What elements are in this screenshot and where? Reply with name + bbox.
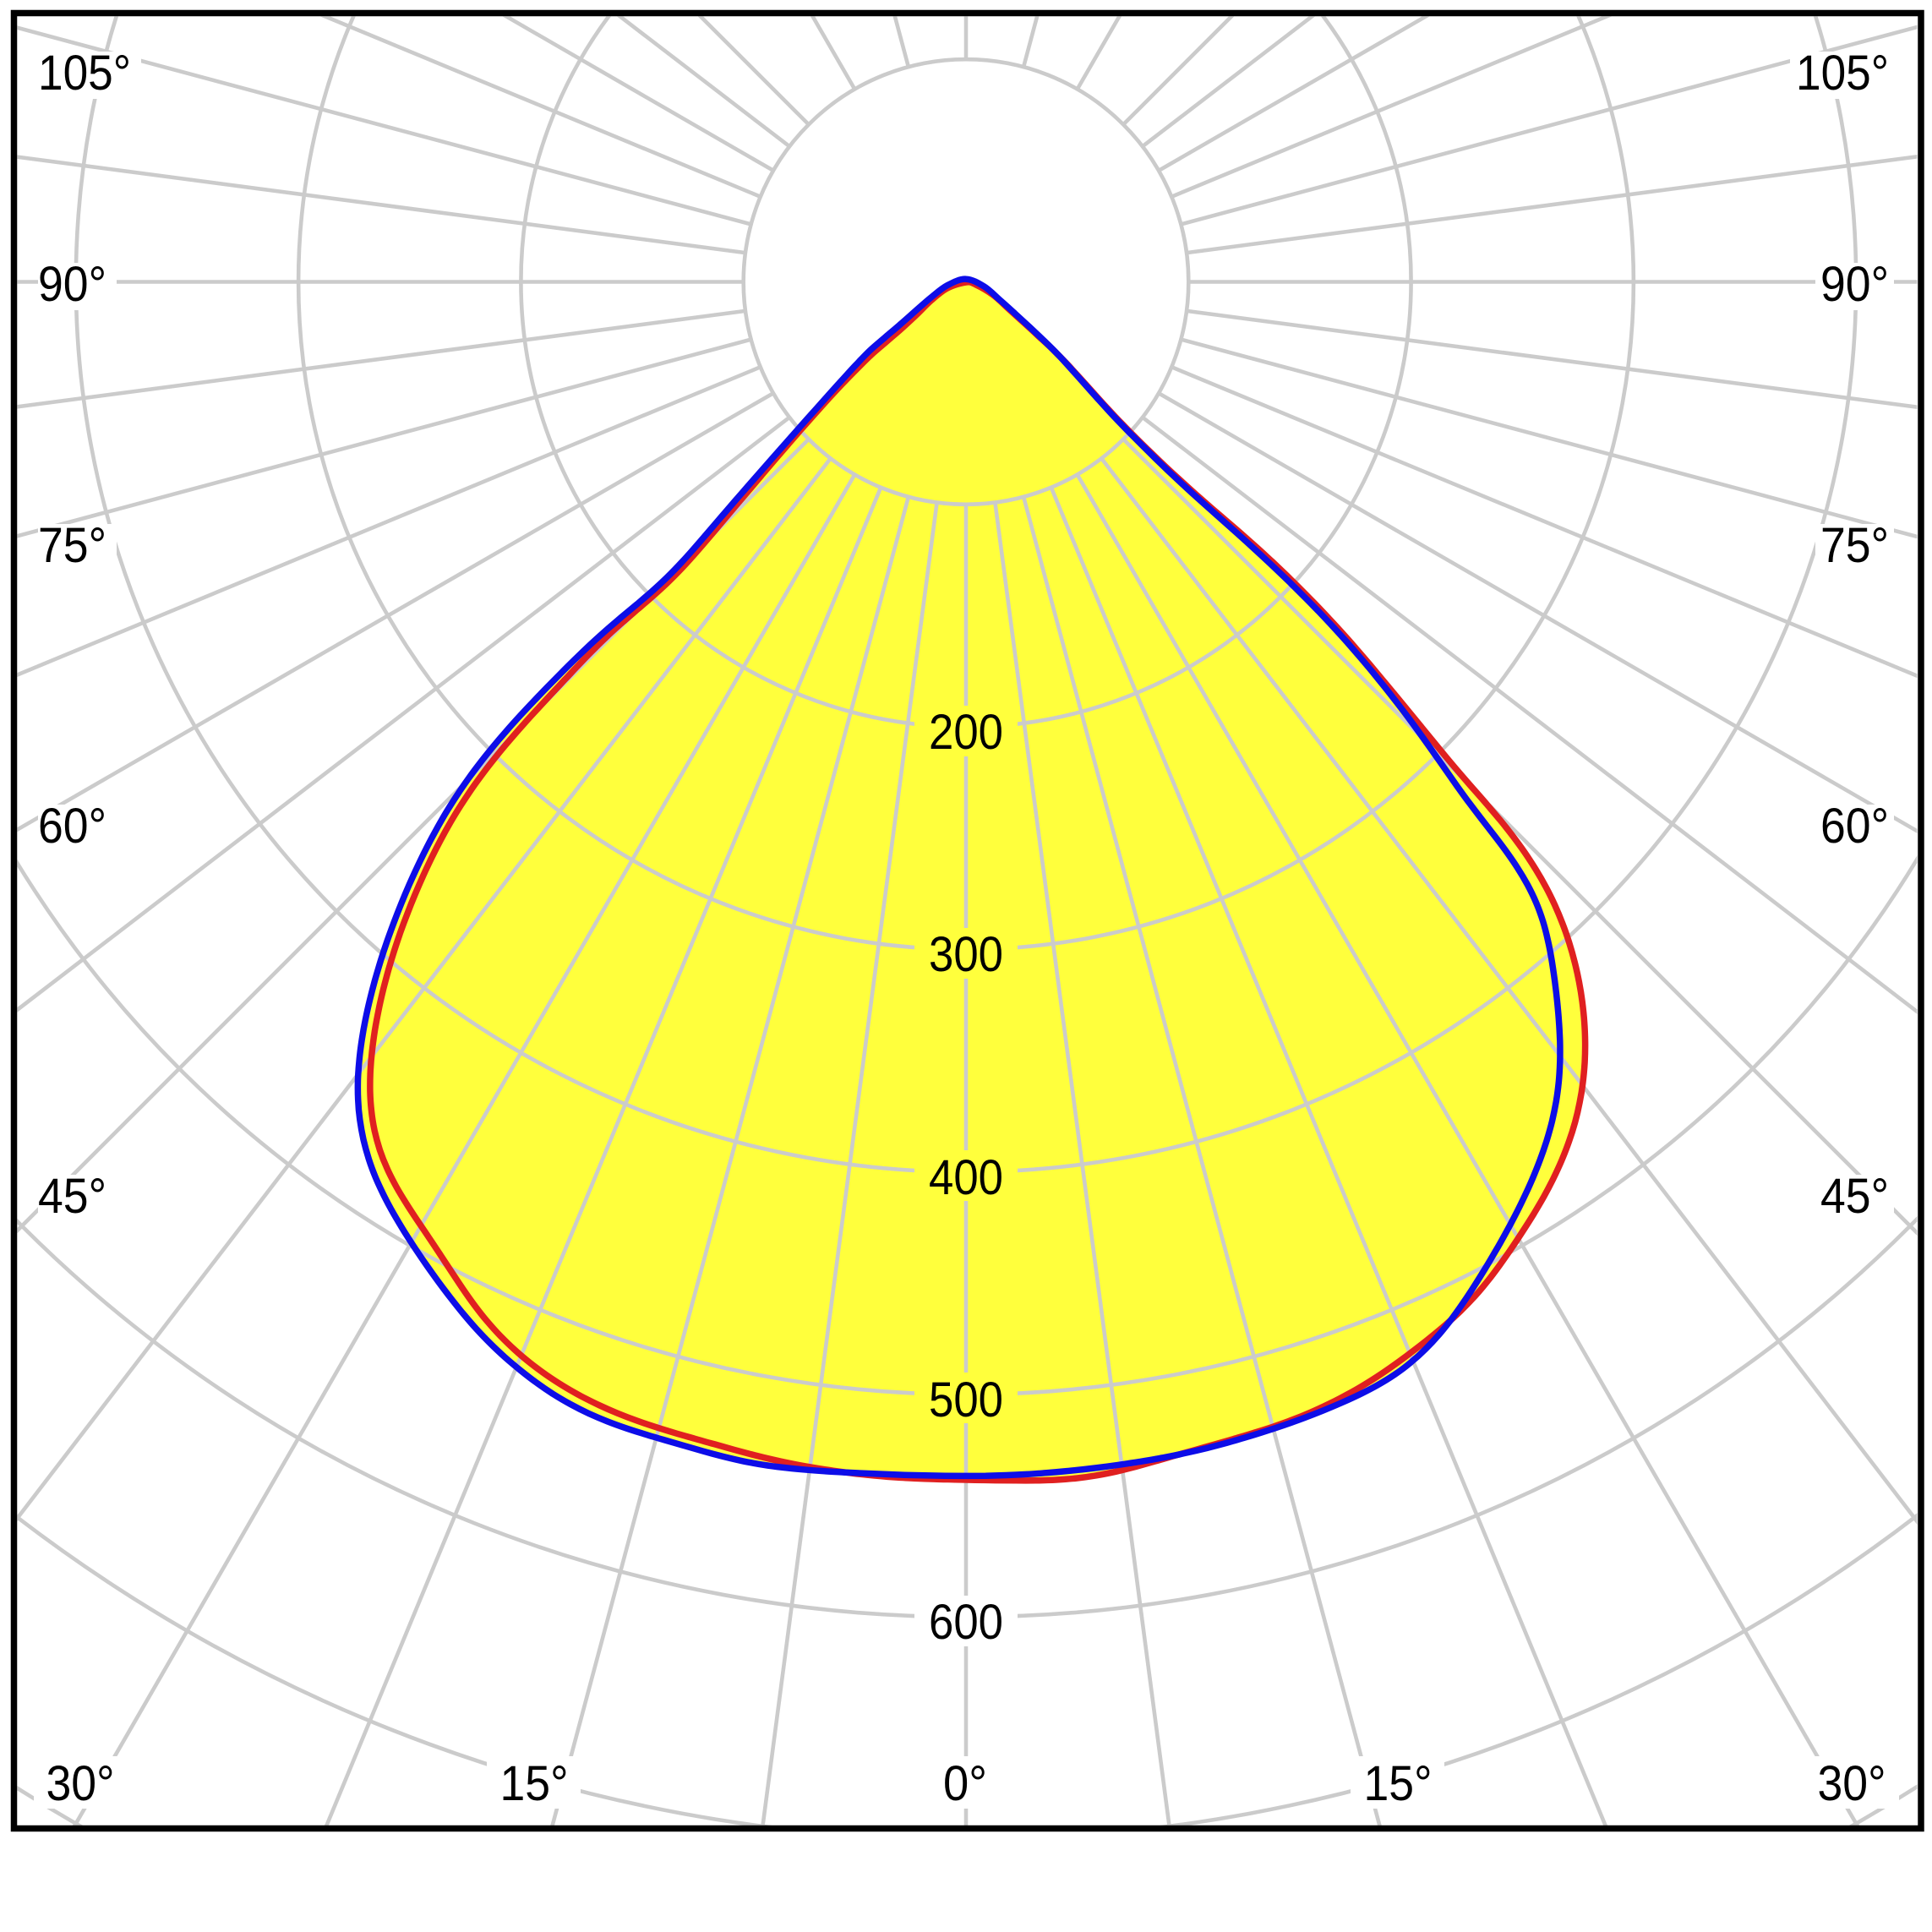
svg-text:45°: 45° <box>1820 1169 1889 1224</box>
svg-text:200: 200 <box>929 705 1003 760</box>
svg-text:0°: 0° <box>943 1756 987 1811</box>
svg-text:300: 300 <box>929 927 1003 982</box>
svg-text:30°: 30° <box>1818 1756 1886 1811</box>
svg-text:60°: 60° <box>38 799 106 854</box>
svg-text:600: 600 <box>929 1595 1003 1650</box>
svg-text:75°: 75° <box>38 518 106 573</box>
svg-text:400: 400 <box>929 1150 1003 1205</box>
svg-text:15°: 15° <box>500 1756 569 1811</box>
svg-text:90°: 90° <box>1820 257 1889 312</box>
svg-text:90°: 90° <box>38 257 106 312</box>
svg-text:105°: 105° <box>1796 46 1889 101</box>
svg-text:30°: 30° <box>46 1756 115 1811</box>
svg-text:75°: 75° <box>1820 518 1889 573</box>
svg-text:105°: 105° <box>38 46 131 101</box>
svg-text:45°: 45° <box>38 1169 106 1224</box>
svg-text:15°: 15° <box>1364 1756 1433 1811</box>
svg-text:500: 500 <box>929 1373 1003 1427</box>
svg-text:60°: 60° <box>1820 799 1889 854</box>
